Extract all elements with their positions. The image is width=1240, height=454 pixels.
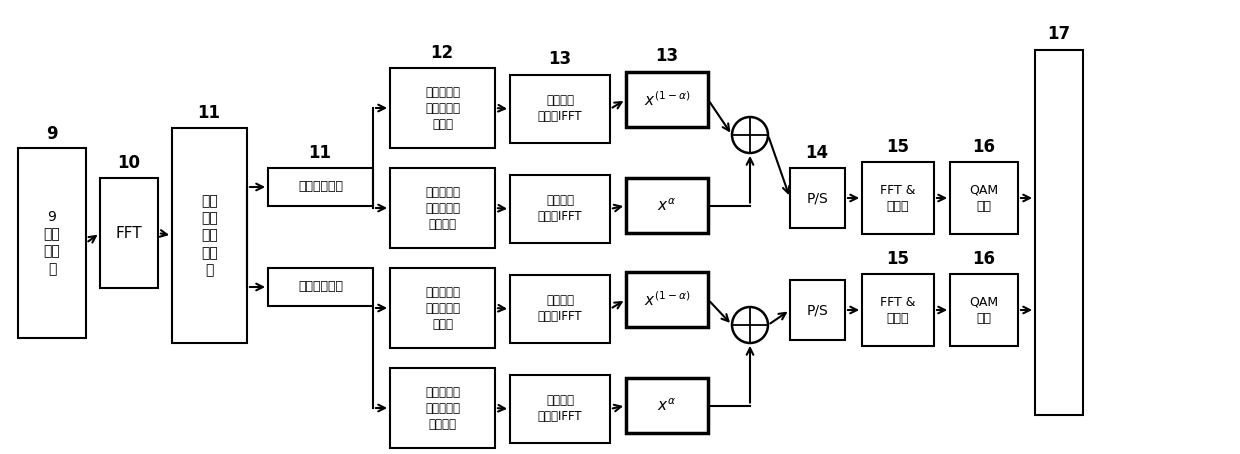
Bar bbox=[391, 368, 495, 448]
Text: 频域
正交
预编
码解
码: 频域 正交 预编 码解 码 bbox=[201, 194, 218, 277]
Text: QAM
解调: QAM 解调 bbox=[970, 183, 998, 212]
Text: 13: 13 bbox=[548, 50, 572, 68]
Text: 奇数子载
波进行IFFT: 奇数子载 波进行IFFT bbox=[538, 295, 583, 324]
Bar bbox=[626, 178, 708, 233]
Text: 奇数子载
波进行IFFT: 奇数子载 波进行IFFT bbox=[538, 94, 583, 123]
Bar bbox=[862, 274, 934, 346]
Text: 取出奇数子
载波上的有
用信号: 取出奇数子 载波上的有 用信号 bbox=[425, 85, 460, 130]
Text: QAM
解调: QAM 解调 bbox=[970, 296, 998, 325]
Bar bbox=[391, 168, 495, 248]
Text: 取出奇数子
载波上的有
用信号: 取出奇数子 载波上的有 用信号 bbox=[425, 286, 460, 331]
Bar bbox=[391, 68, 495, 148]
Bar bbox=[1035, 50, 1083, 415]
Bar bbox=[268, 168, 373, 206]
Text: 估计出偶数
子载波上的
有用信号: 估计出偶数 子载波上的 有用信号 bbox=[425, 385, 460, 430]
Text: 9: 9 bbox=[46, 125, 58, 143]
Text: 估计出偶数
子载波上的
有用信号: 估计出偶数 子载波上的 有用信号 bbox=[425, 186, 460, 231]
Bar bbox=[790, 280, 844, 340]
Text: 15: 15 bbox=[887, 250, 909, 268]
Bar bbox=[510, 175, 610, 243]
Bar bbox=[510, 75, 610, 143]
Bar bbox=[790, 168, 844, 228]
Text: $x^{\alpha}$: $x^{\alpha}$ bbox=[657, 397, 677, 414]
Text: 15: 15 bbox=[887, 138, 909, 156]
Text: $x^{\alpha}$: $x^{\alpha}$ bbox=[657, 197, 677, 214]
Bar bbox=[626, 72, 708, 127]
Text: 13: 13 bbox=[656, 47, 678, 65]
Text: FFT &
解映射: FFT & 解映射 bbox=[880, 296, 916, 325]
Bar bbox=[950, 162, 1018, 234]
Text: P/S: P/S bbox=[807, 303, 828, 317]
Text: 偶数子载
波进行IFFT: 偶数子载 波进行IFFT bbox=[538, 194, 583, 223]
Text: 17: 17 bbox=[1048, 25, 1070, 43]
Text: 9
光电
探测
器: 9 光电 探测 器 bbox=[43, 210, 61, 276]
Text: 16: 16 bbox=[972, 138, 996, 156]
Bar bbox=[268, 268, 373, 306]
Bar bbox=[950, 274, 1018, 346]
Text: 14: 14 bbox=[806, 144, 828, 162]
Bar bbox=[172, 128, 247, 343]
Text: 12: 12 bbox=[430, 44, 454, 62]
Text: 11: 11 bbox=[197, 104, 221, 122]
Text: 偶数子载
波进行IFFT: 偶数子载 波进行IFFT bbox=[538, 395, 583, 424]
Bar bbox=[391, 268, 495, 348]
Bar bbox=[626, 272, 708, 327]
Text: $x^{(1-\alpha)}$: $x^{(1-\alpha)}$ bbox=[644, 290, 691, 309]
Bar bbox=[19, 148, 86, 338]
Bar bbox=[510, 375, 610, 443]
Bar bbox=[100, 178, 157, 288]
Bar bbox=[510, 275, 610, 343]
Text: 16: 16 bbox=[972, 250, 996, 268]
Text: 11: 11 bbox=[309, 144, 331, 162]
Text: P/S: P/S bbox=[807, 191, 828, 205]
Text: $x^{(1-\alpha)}$: $x^{(1-\alpha)}$ bbox=[644, 90, 691, 109]
Bar bbox=[862, 162, 934, 234]
Text: FFT &
解映射: FFT & 解映射 bbox=[880, 183, 916, 212]
Text: FFT: FFT bbox=[115, 226, 143, 241]
Text: 接收信号向量: 接收信号向量 bbox=[298, 281, 343, 293]
Bar bbox=[626, 378, 708, 433]
Text: 接收信号向量: 接收信号向量 bbox=[298, 181, 343, 193]
Text: 10: 10 bbox=[118, 154, 140, 172]
